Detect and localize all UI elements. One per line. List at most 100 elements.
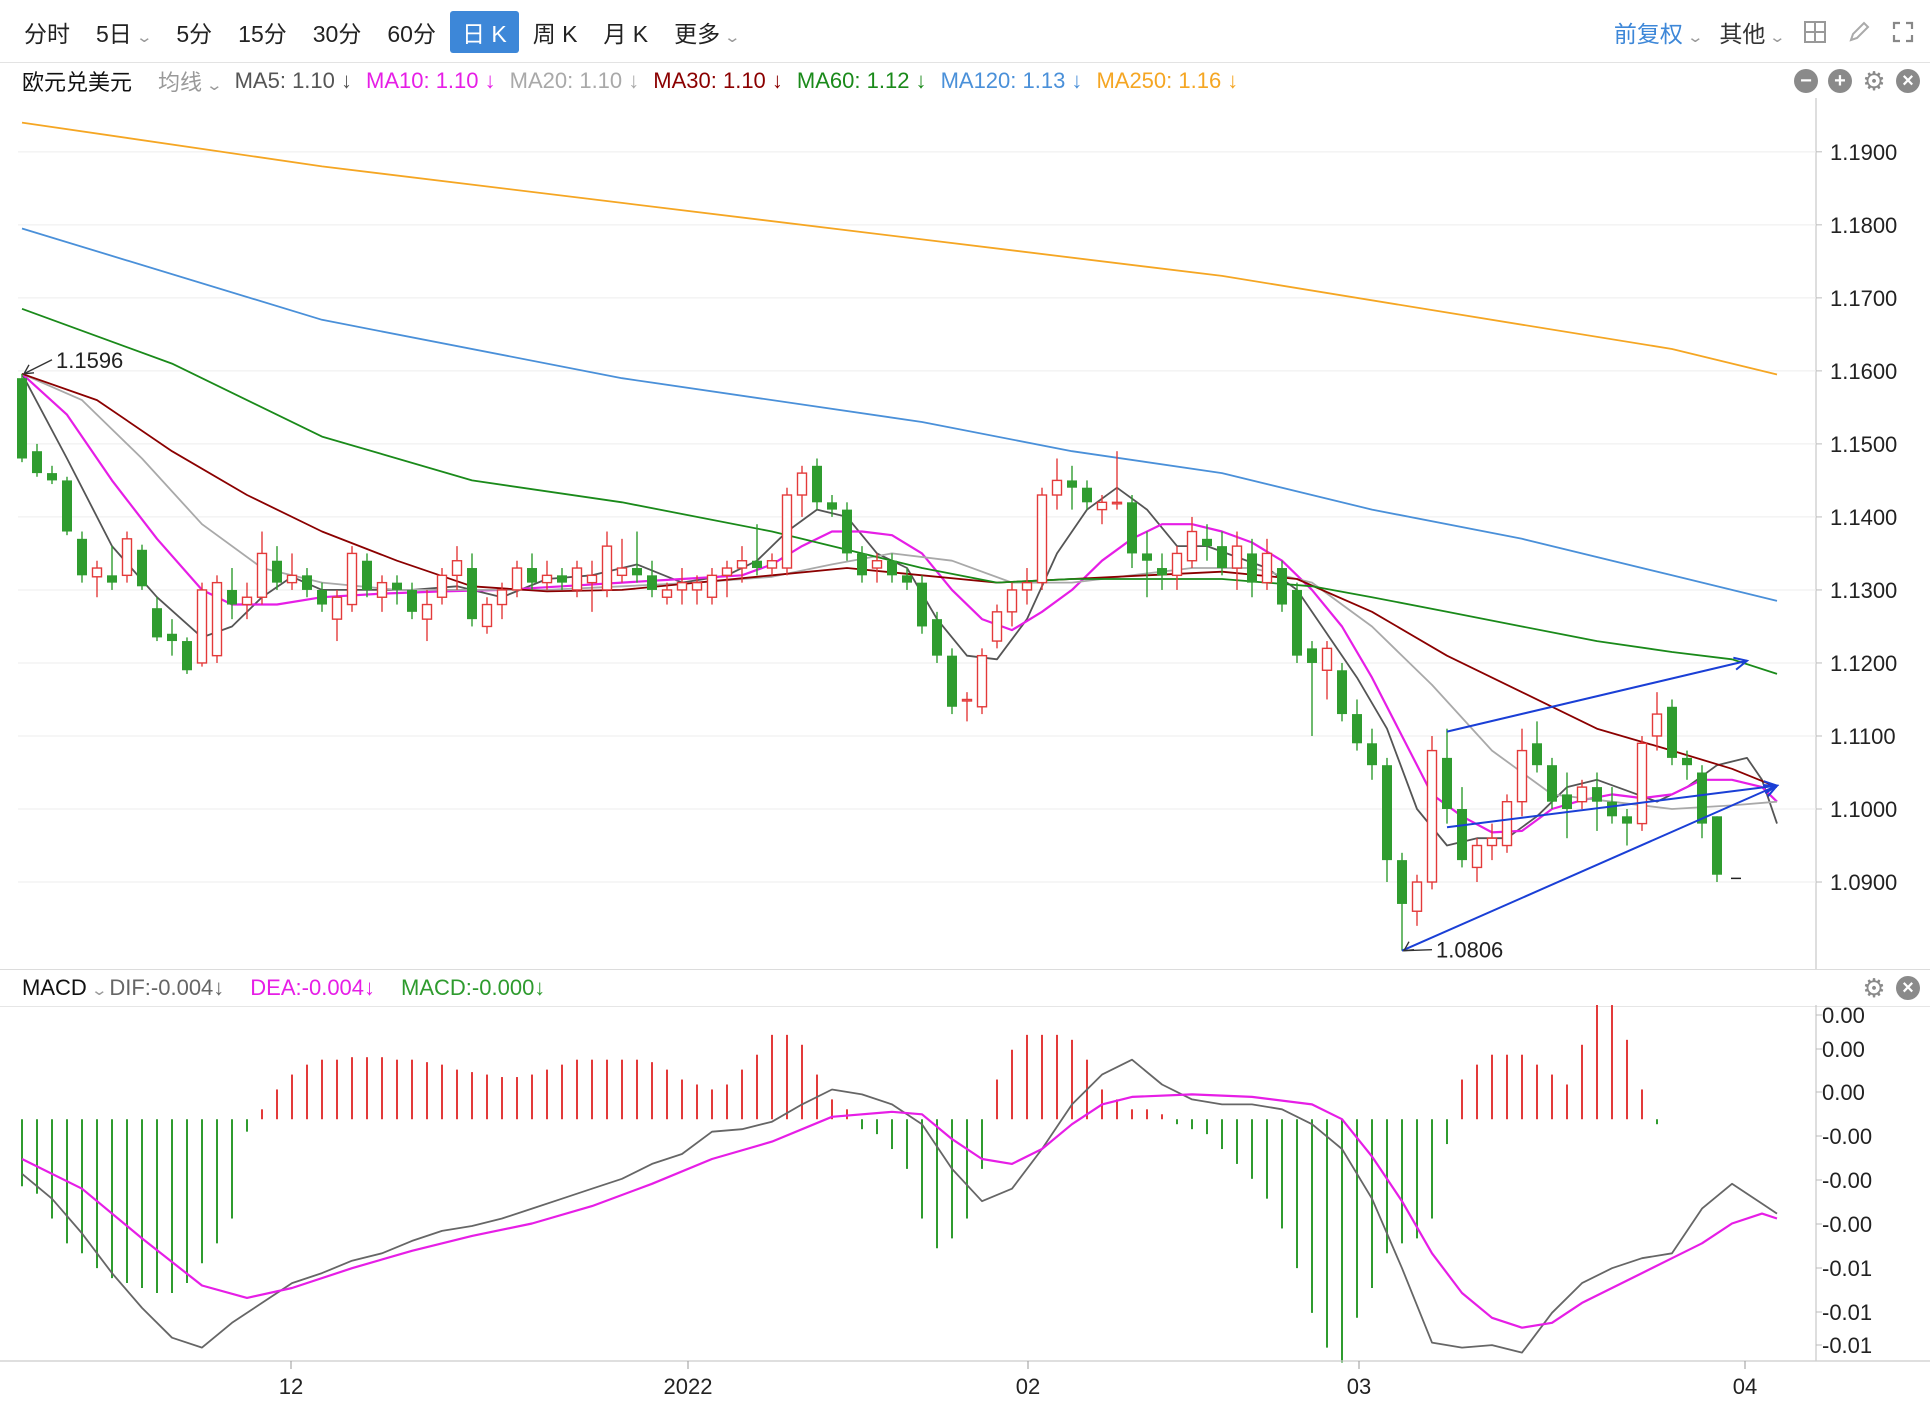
candle-body — [541, 574, 553, 584]
gear-icon[interactable]: ⚙ — [1862, 66, 1886, 96]
candle-body — [392, 582, 402, 590]
dea-line — [21, 1093, 1778, 1329]
candle — [211, 575, 223, 663]
close-icon[interactable]: × — [1896, 69, 1920, 93]
candle-body — [1397, 860, 1407, 904]
ma-value-label: MA20: 1.10 ↓ — [509, 68, 640, 93]
candle-body — [1636, 742, 1648, 825]
candle — [796, 465, 808, 517]
other-dropdown[interactable]: 其他 ⌄ — [1719, 15, 1786, 49]
pencil-icon[interactable] — [1846, 19, 1872, 45]
candle-body — [331, 596, 343, 620]
period-tab[interactable]: 月 K — [591, 11, 660, 53]
candle — [107, 546, 117, 590]
candle-body — [932, 619, 942, 656]
close-icon[interactable]: × — [1896, 976, 1920, 1000]
candle — [1486, 823, 1498, 861]
candle-body — [1337, 670, 1347, 715]
period-tab[interactable]: 60分 — [375, 11, 448, 53]
ma-type-label: 均线 — [158, 70, 203, 95]
period-tab[interactable]: 5分 — [164, 11, 224, 53]
candle — [676, 568, 688, 605]
candle — [1277, 560, 1287, 612]
period-tab[interactable]: 分时 — [12, 11, 82, 53]
candle-body — [1592, 787, 1602, 802]
price-chart[interactable]: 1.1900 1.1800 1.1700 1.1600 1.1500 1.1400 1.13… — [0, 98, 1930, 969]
candle-body — [241, 596, 253, 606]
period-tab[interactable]: 更多 ⌄ — [662, 11, 751, 53]
y-tick-label: 0.00 — [1822, 1005, 1865, 1028]
candle — [1337, 662, 1347, 722]
candle-body — [272, 560, 282, 583]
candle-body — [1247, 553, 1257, 583]
candle-body — [721, 567, 733, 577]
candle — [766, 553, 778, 576]
candle — [77, 531, 87, 583]
candle-body — [32, 451, 42, 474]
candle — [1067, 465, 1077, 510]
candle — [1607, 787, 1617, 824]
candle-body — [1682, 757, 1692, 766]
ma-type-dropdown[interactable]: 均线 ⌄ — [158, 65, 223, 97]
candle-body — [256, 552, 268, 598]
candle-body — [91, 567, 103, 578]
candle — [827, 495, 837, 517]
candle — [1261, 538, 1273, 590]
period-tab[interactable]: 周 K — [521, 11, 590, 53]
candle — [256, 531, 268, 605]
date-axis: 12 2022 02 03 04 — [0, 1360, 1930, 1399]
candle — [917, 575, 927, 634]
candle — [481, 597, 493, 634]
candle-body — [676, 581, 688, 591]
trendline — [1446, 659, 1748, 733]
candle-body — [917, 582, 927, 627]
candle — [1082, 480, 1092, 510]
candle-body — [1082, 487, 1092, 503]
candle — [887, 553, 897, 583]
period-tab[interactable]: 5日 ⌄ — [84, 11, 162, 53]
gear-icon[interactable]: ⚙ — [1862, 973, 1886, 1003]
candle — [302, 568, 312, 598]
candle — [1411, 874, 1423, 926]
period-tab[interactable]: 日 K — [449, 11, 519, 53]
candle-body — [752, 560, 762, 569]
y-tick-label: 1.1800 — [1830, 213, 1897, 238]
candle-body — [827, 502, 837, 510]
zoom-out-icon[interactable]: − — [1794, 69, 1818, 93]
plot-background — [18, 98, 1816, 969]
candle — [467, 553, 477, 627]
price-annotations: 1.1596 1.0806 — [22, 348, 1503, 963]
candle-body — [1142, 553, 1152, 561]
candle-body — [286, 574, 298, 584]
zoom-in-icon[interactable]: + — [1828, 69, 1852, 93]
macd-bar-controls: ⚙ × — [1852, 973, 1920, 1003]
candle-body — [1127, 502, 1137, 554]
candle — [1712, 816, 1722, 883]
y-tick-label: 1.1000 — [1830, 797, 1897, 822]
candle — [32, 443, 42, 477]
grid-icon[interactable] — [1802, 19, 1828, 45]
candle — [1021, 568, 1033, 605]
y-tick-label: 1.1300 — [1830, 578, 1897, 603]
candle — [196, 582, 208, 667]
x-tick-label: 04 — [1733, 1374, 1757, 1399]
trendline — [1401, 784, 1778, 952]
candle — [1231, 531, 1243, 590]
adjust-dropdown[interactable]: 前复权 ⌄ — [1614, 15, 1704, 49]
period-tab[interactable]: 15分 — [226, 11, 299, 53]
fullscreen-icon[interactable] — [1890, 19, 1916, 45]
ma-value-label: MA60: 1.12 ↓ — [796, 68, 927, 93]
macd-chart[interactable]: 0.00 0.00 0.00 -0.00 -0.00 -0.00 -0.01 -0.01 -0.… — [0, 1005, 1930, 1406]
macd-name[interactable]: MACD ⌄ — [22, 975, 108, 1001]
period-tab[interactable]: 30分 — [301, 11, 374, 53]
candle — [871, 553, 883, 583]
price-axis: 1.1900 1.1800 1.1700 1.1600 1.1500 1.1400 1.13… — [1816, 140, 1897, 895]
candle — [781, 487, 793, 576]
period-tab-label: 30分 — [312, 21, 362, 47]
candle-body — [1576, 786, 1588, 803]
candle — [616, 538, 628, 583]
candle — [496, 582, 508, 620]
candle — [451, 546, 463, 590]
candle — [1471, 838, 1483, 883]
